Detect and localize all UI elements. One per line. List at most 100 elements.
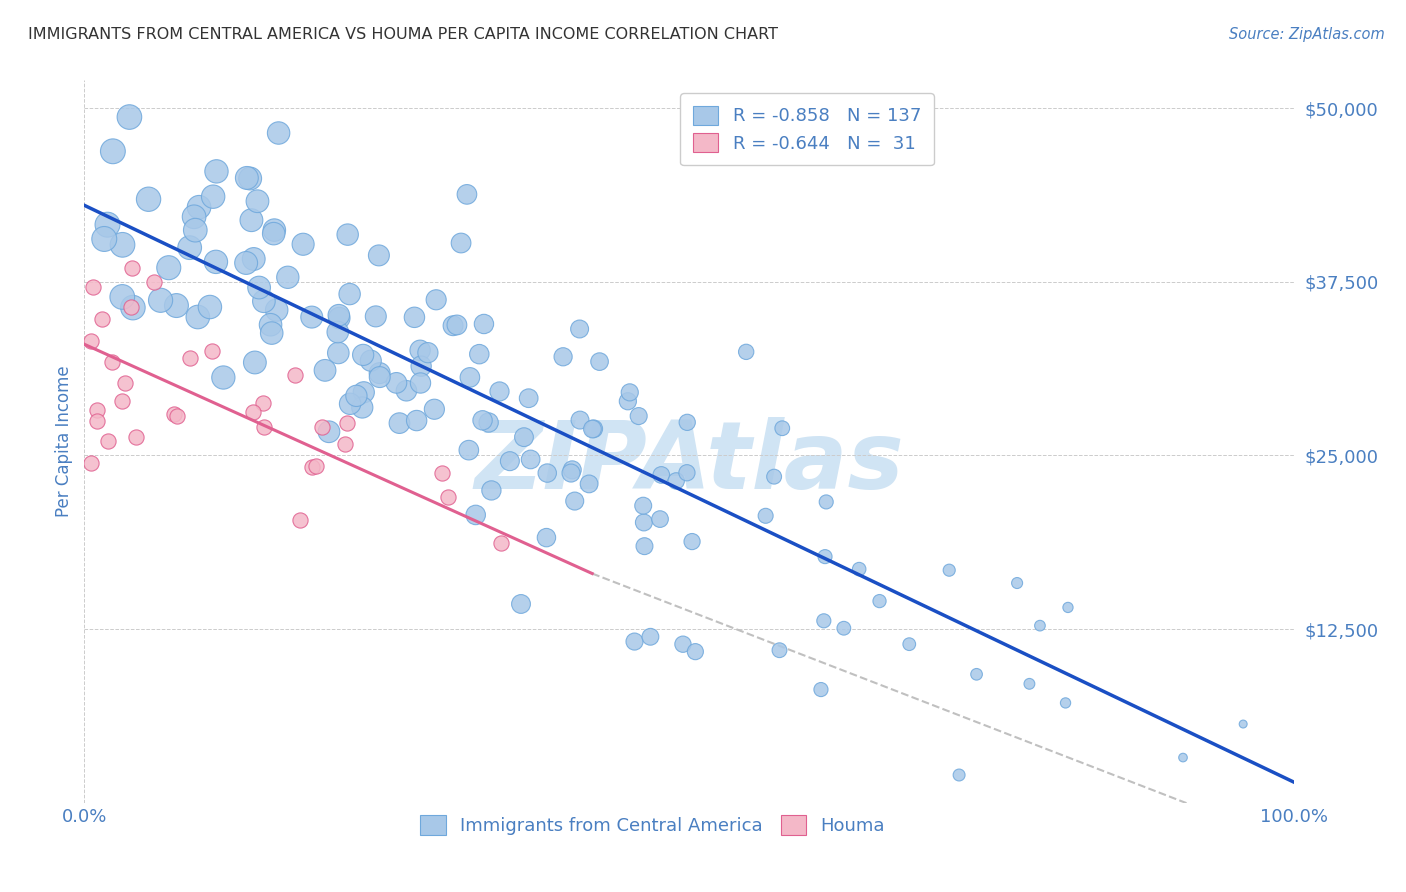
Point <box>395 384 418 398</box>
Point <box>166 409 188 424</box>
Point <box>623 634 645 648</box>
Point <box>352 401 374 415</box>
Point <box>569 413 592 427</box>
Point <box>247 280 270 294</box>
Point <box>260 326 283 340</box>
Point <box>640 630 662 644</box>
Point <box>311 420 333 434</box>
Point <box>149 293 172 308</box>
Point <box>948 768 970 782</box>
Point <box>292 237 315 252</box>
Point <box>388 416 411 430</box>
Point <box>411 359 433 373</box>
Point <box>1171 750 1194 764</box>
Point <box>240 213 263 227</box>
Point <box>510 597 533 611</box>
Point <box>336 417 359 431</box>
Point <box>165 299 187 313</box>
Point <box>582 422 605 436</box>
Point <box>333 437 356 451</box>
Point <box>1232 717 1254 731</box>
Point <box>966 667 988 681</box>
Point <box>91 311 114 326</box>
Point <box>472 317 495 331</box>
Point <box>676 466 699 480</box>
Point <box>588 354 610 368</box>
Point <box>458 370 481 384</box>
Point <box>80 456 103 470</box>
Point <box>471 413 494 427</box>
Point <box>456 187 478 202</box>
Point <box>517 391 540 405</box>
Point <box>179 351 201 365</box>
Point <box>339 287 361 301</box>
Point <box>242 405 264 419</box>
Point <box>202 189 225 203</box>
Point <box>86 403 108 417</box>
Point <box>430 466 453 480</box>
Point <box>553 350 575 364</box>
Point <box>353 385 375 400</box>
Point <box>266 303 288 318</box>
Point <box>301 310 323 324</box>
Point <box>665 474 688 488</box>
Point <box>344 389 367 403</box>
Point <box>450 235 472 250</box>
Point <box>93 232 115 246</box>
Point <box>898 637 921 651</box>
Point <box>314 363 336 377</box>
Point <box>198 300 221 314</box>
Text: Source: ZipAtlas.com: Source: ZipAtlas.com <box>1229 27 1385 42</box>
Point <box>468 347 491 361</box>
Point <box>259 318 281 332</box>
Point <box>114 376 136 390</box>
Point <box>243 355 266 369</box>
Point <box>832 621 855 635</box>
Point <box>284 368 307 383</box>
Point <box>478 416 501 430</box>
Y-axis label: Per Capita Income: Per Capita Income <box>55 366 73 517</box>
Point <box>681 534 703 549</box>
Point <box>242 252 264 266</box>
Point <box>768 643 790 657</box>
Point <box>619 385 641 400</box>
Point <box>253 420 276 434</box>
Point <box>560 466 582 480</box>
Point <box>499 454 522 468</box>
Point <box>735 344 758 359</box>
Point <box>464 508 486 522</box>
Point <box>581 422 603 436</box>
Point <box>938 563 960 577</box>
Point <box>631 499 654 513</box>
Point <box>277 270 299 285</box>
Point <box>352 348 374 362</box>
Point <box>339 397 361 411</box>
Point <box>770 421 793 435</box>
Point <box>633 539 655 553</box>
Point <box>328 346 350 360</box>
Point <box>513 430 536 444</box>
Point <box>481 483 503 498</box>
Point <box>360 353 382 368</box>
Point <box>536 531 558 545</box>
Point <box>301 460 323 475</box>
Point <box>205 164 228 178</box>
Point <box>252 395 274 409</box>
Point <box>138 192 160 206</box>
Point <box>404 310 426 325</box>
Point <box>328 311 350 326</box>
Point <box>305 458 328 473</box>
Point <box>425 293 447 307</box>
Point <box>409 376 432 390</box>
Point <box>405 413 427 427</box>
Point <box>111 290 134 304</box>
Point <box>810 682 832 697</box>
Point <box>763 469 786 483</box>
Point <box>368 366 391 380</box>
Point <box>188 200 211 214</box>
Point <box>1029 618 1052 632</box>
Point <box>617 394 640 409</box>
Point <box>385 376 408 390</box>
Point <box>86 414 108 428</box>
Point <box>848 562 870 576</box>
